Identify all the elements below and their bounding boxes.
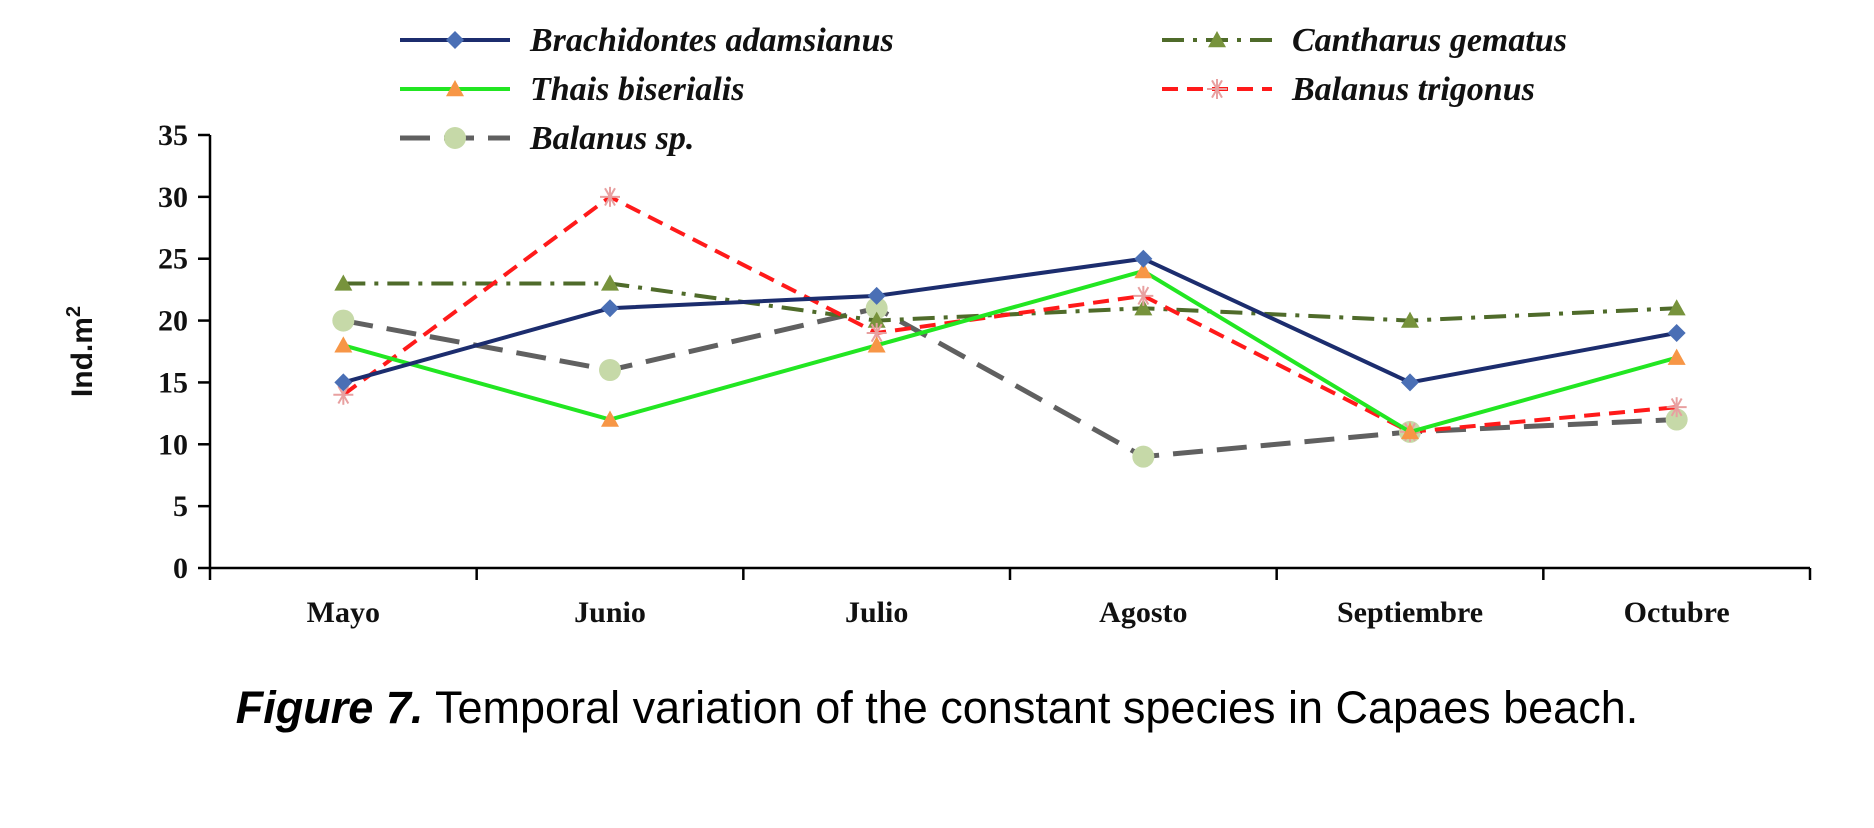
y-tick-label: 0 (173, 552, 188, 585)
legend-swatch-marker (446, 31, 464, 49)
x-tick-label: Julio (845, 596, 908, 629)
legend-label: Balanus trigonus (1291, 71, 1535, 108)
y-tick-label: 25 (158, 243, 188, 276)
data-point (601, 299, 619, 318)
data-point (867, 311, 886, 328)
data-point (1134, 249, 1153, 268)
data-point (1666, 397, 1687, 418)
data-point (1132, 445, 1155, 468)
data-point (1667, 299, 1686, 316)
legend-entry-4: Balanus sp. (400, 120, 694, 157)
data-point (332, 309, 355, 332)
y-tick-label: 15 (158, 366, 188, 399)
x-tick-label: Agosto (1099, 596, 1187, 629)
data-point (599, 359, 621, 382)
y-tick-label: 35 (158, 119, 188, 152)
series-line (342, 256, 1678, 385)
y-axis-title-superscript: 2 (63, 306, 85, 317)
data-point (601, 274, 619, 291)
legend-swatch-marker (1207, 79, 1227, 99)
data-point (867, 286, 886, 305)
x-tick-label: Junio (574, 596, 646, 629)
legend-label: Brachidontes adamsianus (529, 22, 894, 59)
legend-swatch-marker (444, 127, 466, 149)
data-point (865, 297, 888, 320)
series-4 (332, 297, 1688, 468)
data-point (1665, 408, 1688, 431)
data-point (333, 384, 354, 405)
series-line (343, 281, 1677, 323)
line-chart: Brachidontes adamsianus Cantharus gematus… (63, 22, 1812, 629)
legend-entry-1: Cantharus gematus (1162, 22, 1567, 59)
data-point (601, 410, 619, 427)
x-tick-label: Mayo (307, 596, 380, 629)
series-0 (334, 249, 1686, 392)
series-2 (334, 262, 1686, 440)
series-line (342, 194, 1677, 434)
legend-entry-3: Balanus trigonus (1162, 71, 1535, 108)
data-point (1667, 348, 1686, 365)
data-point (334, 373, 353, 392)
data-point (1134, 262, 1153, 279)
caption-label: Figure 7. (235, 682, 424, 733)
data-point (1134, 299, 1153, 316)
data-point (1133, 285, 1154, 306)
series-line (342, 269, 1678, 434)
legend-entry-2: Thais biserialis (400, 71, 744, 108)
series-line (342, 305, 1677, 460)
data-point (334, 336, 353, 353)
legend: Brachidontes adamsianus Cantharus gematus… (400, 22, 1567, 157)
data-point (600, 186, 620, 207)
axes: 0 5 10 15 20 25 30 35 Mayo Junio Julio Agosto Septie… (63, 119, 1812, 629)
y-tick-label: 20 (158, 305, 188, 338)
x-tick-label: Septiembre (1337, 596, 1483, 629)
data-point (1401, 373, 1419, 392)
legend-entry-0: Brachidontes adamsianus (400, 22, 894, 59)
figure-caption: Figure 7. Temporal variation of the cons… (0, 682, 1874, 734)
legend-swatch-marker (1208, 31, 1226, 48)
caption-text: Temporal variation of the constant speci… (423, 682, 1639, 733)
y-tick-label: 5 (173, 490, 188, 523)
data-point (1401, 311, 1419, 328)
data-point (867, 336, 886, 353)
legend-label: Balanus sp. (529, 120, 694, 157)
y-axis-title: Ind.m2 (63, 306, 99, 397)
data-point (1667, 323, 1686, 342)
series-layer (332, 186, 1688, 468)
series-1 (334, 274, 1686, 328)
data-point (334, 274, 353, 291)
legend-label: Cantharus gematus (1292, 22, 1567, 59)
y-tick-label: 30 (158, 181, 188, 214)
y-tick-label: 10 (158, 428, 188, 461)
legend-swatch-marker (446, 80, 464, 97)
legend-label: Thais biserialis (530, 71, 744, 108)
x-tick-label: Octubre (1624, 596, 1730, 629)
data-point (1401, 422, 1419, 440)
